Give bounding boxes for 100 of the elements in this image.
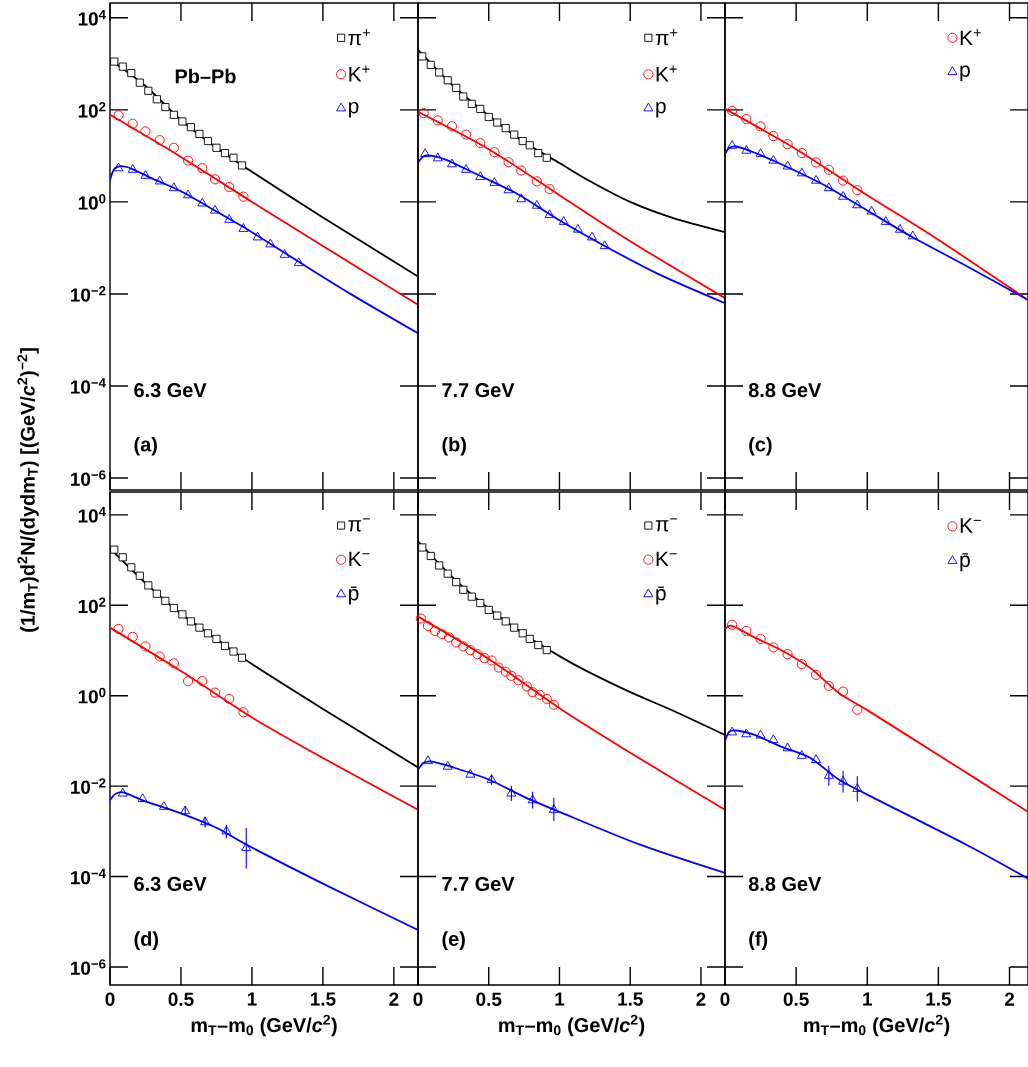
- x-tick-label: 0: [105, 992, 115, 1006]
- legend-label: p: [349, 101, 359, 118]
- point: [531, 199, 542, 209]
- point: [426, 60, 435, 69]
- annotation: (f): [749, 931, 768, 950]
- point: [727, 105, 738, 116]
- point: [209, 174, 221, 185]
- x-tick-label: 1: [247, 992, 257, 1006]
- point: [158, 801, 169, 810]
- point: [459, 92, 468, 101]
- point: [838, 686, 849, 697]
- point: [518, 137, 527, 146]
- point: [200, 816, 211, 826]
- point: [527, 794, 538, 804]
- x-tick-label: 0: [720, 992, 730, 1006]
- text: (1/m$_{T}$)d$^{2}$N/(dydm$_{T}$) [(GeV/c$^{2}$)$^{−2}$]: [17, 348, 39, 632]
- x-tick-label: 0.5: [783, 992, 809, 1006]
- point: [493, 611, 502, 620]
- point: [426, 551, 435, 561]
- point: [238, 223, 249, 232]
- point: [154, 175, 165, 185]
- point: [422, 620, 433, 631]
- point: [516, 165, 527, 176]
- point: [137, 793, 148, 803]
- point: [168, 182, 179, 192]
- point: [838, 175, 849, 186]
- point: [169, 603, 178, 613]
- point: [727, 726, 738, 736]
- point: [197, 163, 208, 174]
- y-tick-label: 10$^{−4}$: [71, 868, 106, 885]
- y-tick-label: 10$^{2}$: [78, 597, 106, 614]
- legend-label: K$^{+}$: [349, 65, 370, 82]
- point: [782, 139, 793, 150]
- point: [811, 174, 821, 184]
- x-tick-label: 1: [863, 992, 872, 1006]
- point: [796, 167, 807, 177]
- point: [186, 123, 195, 132]
- point: [541, 693, 552, 704]
- point: [127, 631, 138, 642]
- point: [895, 223, 905, 233]
- point: [475, 138, 486, 149]
- annotation: (d): [134, 931, 158, 950]
- legend-label: p̄: [349, 586, 359, 605]
- legend-label: π$^{+}$: [348, 29, 370, 46]
- point: [467, 592, 476, 601]
- point: [418, 543, 427, 552]
- point: [154, 651, 165, 662]
- annotation: 6.3 GeV: [134, 383, 207, 398]
- point: [168, 142, 179, 153]
- point: [838, 775, 849, 785]
- point: [418, 52, 427, 61]
- point: [544, 209, 555, 219]
- point: [811, 669, 822, 680]
- x-tick-label: 0.5: [168, 992, 194, 1006]
- point: [503, 157, 514, 168]
- point: [446, 121, 458, 132]
- point: [501, 617, 510, 626]
- point: [548, 804, 559, 813]
- point: [418, 108, 429, 119]
- legend-label: p: [960, 65, 970, 82]
- point: [768, 734, 779, 744]
- x-tick-label: 1.5: [618, 992, 643, 1006]
- point: [113, 162, 124, 172]
- point: [465, 768, 476, 778]
- annotation: (b): [442, 436, 466, 456]
- point: [127, 563, 136, 572]
- annotation: (e): [442, 931, 465, 950]
- point: [587, 231, 597, 241]
- point: [558, 216, 569, 225]
- x-tick-label: 0.5: [476, 992, 502, 1006]
- point: [531, 176, 542, 187]
- point: [252, 231, 263, 241]
- point: [493, 118, 502, 127]
- point: [852, 704, 863, 715]
- point: [237, 161, 247, 170]
- point: [110, 545, 119, 554]
- legend-label: π$^{−}$: [655, 518, 678, 532]
- x-tick-label: 1: [555, 992, 565, 1006]
- point: [422, 755, 433, 765]
- point: [224, 182, 235, 193]
- x-axis-title: m$_{T}$–m$_{0}$ (GeV/c$^{2}$): [804, 1014, 950, 1037]
- line-series: [110, 791, 418, 931]
- point: [459, 585, 468, 594]
- annotation: 7.7 GeV: [442, 876, 515, 891]
- x-tick-label: 0: [413, 992, 423, 1006]
- point: [183, 155, 194, 166]
- point: [796, 750, 807, 759]
- point: [486, 774, 497, 783]
- point: [518, 629, 527, 638]
- point: [183, 676, 194, 687]
- point: [452, 83, 461, 92]
- point: [154, 135, 165, 146]
- annotation: 8.8 GeV: [748, 383, 822, 398]
- point: [152, 589, 161, 598]
- point: [415, 613, 426, 624]
- point: [768, 130, 779, 142]
- point: [197, 676, 208, 687]
- point: [489, 147, 500, 158]
- point: [516, 193, 527, 203]
- point: [489, 177, 500, 186]
